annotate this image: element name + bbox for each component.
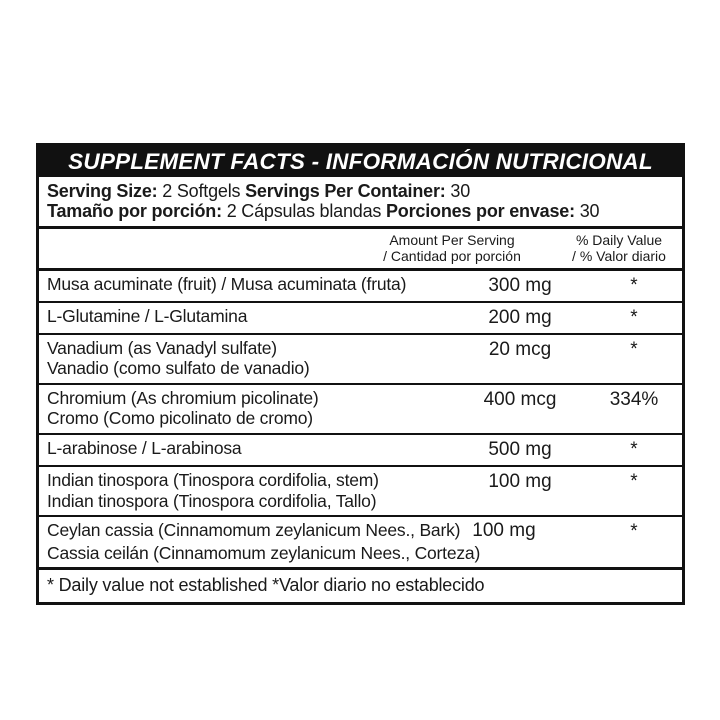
serving-size-label-es: Tamaño por porción:: [47, 201, 222, 222]
ingredient-name: L-Glutamine / L-Glutamina: [39, 306, 454, 327]
ingredient-name: Indian tinospora (Tinospora cordifolia, …: [39, 470, 454, 511]
ingredient-name-line1: Ceylan cassia (Cinnamomum zeylanicum Nee…: [47, 520, 461, 541]
column-header-dv-es: / % Valor diario: [572, 248, 666, 265]
ingredient-amount: 500 mg: [488, 439, 552, 461]
ingredient-name-line2: Indian tinospora (Tinospora cordifolia, …: [47, 490, 377, 511]
ingredient-name-line1: L-arabinose / L-arabinosa: [47, 438, 242, 459]
ingredient-amount: 400 mcg: [483, 388, 557, 410]
ingredient-name: Ceylan cassia (Cinnamomum zeylanicum Nee…: [39, 520, 586, 563]
ingredient-daily-value: 334%: [609, 388, 659, 410]
ingredient-row-musa-acuminate: Musa acuminate (fruit) / Musa acuminata …: [39, 271, 682, 303]
panel-title: SUPPLEMENT FACTS - INFORMACIÓN NUTRICION…: [39, 146, 682, 177]
ingredient-daily-value: *: [630, 439, 638, 461]
ingredient-amount: 100 mg: [488, 471, 552, 493]
column-header-amount-es: / Cantidad por porción: [383, 248, 521, 265]
ingredient-name-line1: L-Glutamine / L-Glutamina: [47, 305, 248, 326]
serving-info: Serving Size: 2 Softgels Servings Per Co…: [39, 177, 682, 230]
serving-line-es: Tamaño por porción: 2 Cápsulas blandas P…: [47, 201, 674, 221]
ingredient-name-line1: Chromium (As chromium picolinate): [47, 387, 319, 408]
serving-size-value-en: 2 Softgels: [162, 181, 246, 201]
ingredient-name-line2: Vanadio (como sulfato de vanadio): [47, 358, 310, 379]
ingredient-name: L-arabinose / L-arabinosa: [39, 438, 454, 459]
ingredient-daily-value: *: [630, 471, 638, 493]
servings-per-container-label-es: Porciones por envase:: [386, 201, 575, 222]
ingredient-name-line2: Cassia ceilán (Cinnamomum zeylanicum Nee…: [47, 542, 481, 563]
ingredient-amount: 100 mg: [472, 520, 536, 542]
ingredient-row-l-glutamine: L-Glutamine / L-Glutamina 200 mg *: [39, 303, 682, 335]
supplement-facts-panel: SUPPLEMENT FACTS - INFORMACIÓN NUTRICION…: [36, 143, 685, 606]
column-header-dv-en: % Daily Value: [575, 232, 663, 249]
ingredient-row-ceylan-cassia: Ceylan cassia (Cinnamomum zeylanicum Nee…: [39, 517, 682, 571]
ingredient-name-line1: Indian tinospora (Tinospora cordifolia, …: [47, 470, 379, 491]
column-header-daily-value: % Daily Value / % Valor diario: [560, 232, 678, 264]
ingredient-name-line1: Musa acuminate (fruit) / Musa acuminata …: [47, 273, 407, 294]
ingredient-daily-value: *: [630, 274, 638, 296]
ingredient-daily-value: *: [630, 521, 638, 543]
serving-line-en: Serving Size: 2 Softgels Servings Per Co…: [47, 181, 674, 201]
ingredient-amount: 20 mcg: [488, 338, 552, 360]
ingredient-row-l-arabinose: L-arabinose / L-arabinosa 500 mg *: [39, 435, 682, 468]
ingredient-daily-value: *: [630, 306, 638, 328]
column-headers: Amount Per Serving / Cantidad por porció…: [39, 229, 682, 271]
ingredient-name-line2: Cromo (Como picolinato de cromo): [47, 408, 313, 429]
serving-size-label-en: Serving Size:: [47, 181, 158, 201]
ingredient-name: Musa acuminate (fruit) / Musa acuminata …: [39, 274, 454, 295]
column-header-amount-en: Amount Per Serving: [389, 232, 515, 249]
servings-per-container-value-es: 30: [579, 201, 600, 222]
column-header-amount: Amount Per Serving / Cantidad por porció…: [344, 232, 560, 264]
ingredient-amount: 300 mg: [488, 274, 552, 296]
ingredient-daily-value: *: [630, 338, 638, 360]
ingredient-name-line1-with-amount: Ceylan cassia (Cinnamomum zeylanicum Nee…: [47, 520, 586, 542]
ingredient-row-chromium: Chromium (As chromium picolinate) Cromo …: [39, 385, 682, 436]
servings-per-container-label-en: Servings Per Container:: [245, 181, 446, 201]
serving-size-value-es: 2 Cápsulas blandas: [226, 201, 386, 222]
ingredient-amount: 200 mg: [488, 306, 552, 328]
ingredient-name: Chromium (As chromium picolinate) Cromo …: [39, 388, 454, 429]
servings-per-container-value-en: 30: [450, 181, 471, 201]
ingredient-name-line1: Vanadium (as Vanadyl sulfate): [47, 337, 277, 358]
ingredient-name: Vanadium (as Vanadyl sulfate) Vanadio (c…: [39, 338, 454, 379]
ingredient-row-vanadium: Vanadium (as Vanadyl sulfate) Vanadio (c…: [39, 335, 682, 385]
ingredient-row-indian-tinospora: Indian tinospora (Tinospora cordifolia, …: [39, 467, 682, 518]
daily-value-footnote: * Daily value not established *Valor dia…: [47, 575, 485, 596]
